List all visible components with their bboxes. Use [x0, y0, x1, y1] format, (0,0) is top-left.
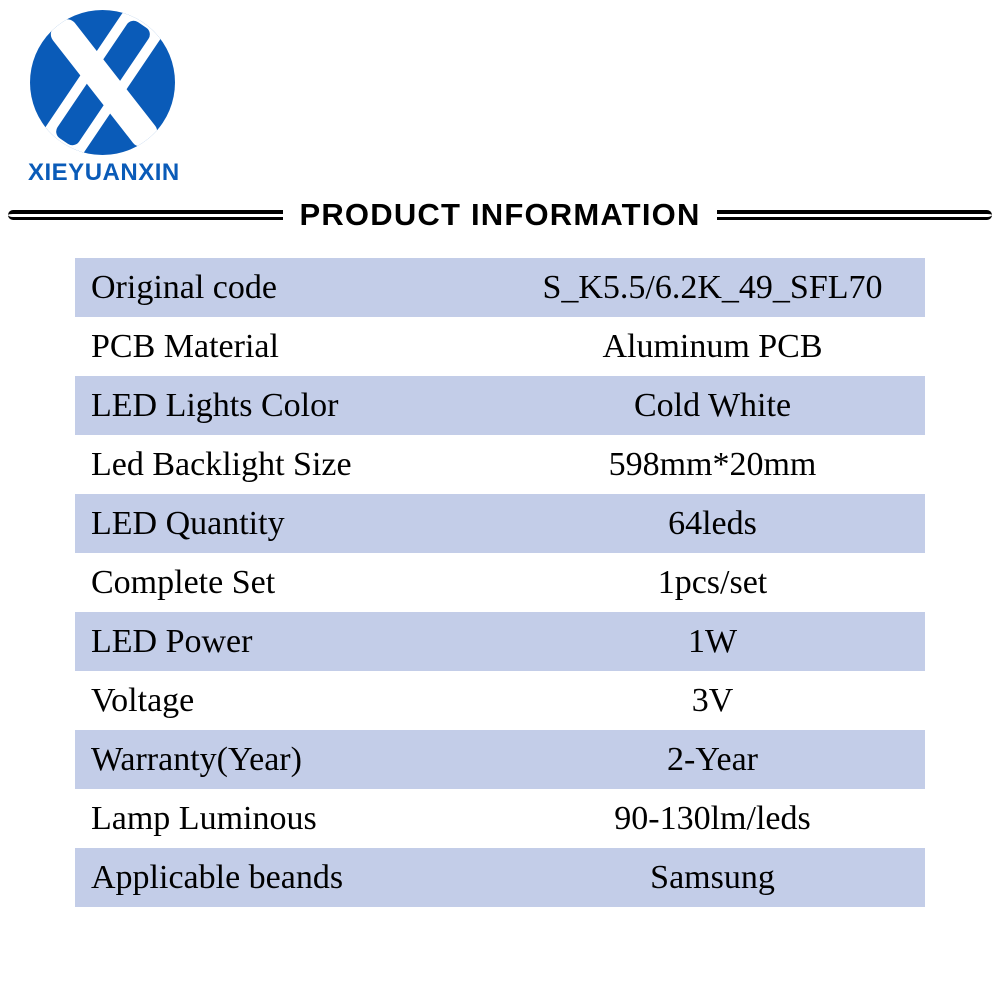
- spec-label: Voltage: [75, 671, 500, 730]
- table-row: Led Backlight Size598mm*20mm: [75, 435, 925, 494]
- spec-label: Applicable beands: [75, 848, 500, 907]
- spec-label: LED Quantity: [75, 494, 500, 553]
- spec-label: Original code: [75, 258, 500, 317]
- spec-label: Complete Set: [75, 553, 500, 612]
- section-header: PRODUCT INFORMATION: [0, 197, 1000, 233]
- section-title: PRODUCT INFORMATION: [283, 197, 716, 233]
- product-info-card: ✦ XIEYUANXIN PRODUCT INFORMATION Origina…: [0, 0, 1000, 1000]
- spec-label: LED Power: [75, 612, 500, 671]
- table-row: LED Quantity64leds: [75, 494, 925, 553]
- table-row: LED Power1W: [75, 612, 925, 671]
- spec-label: Warranty(Year): [75, 730, 500, 789]
- spec-table: Original codeS_K5.5/6.2K_49_SFL70PCB Mat…: [75, 258, 925, 907]
- brand-block: ✦ XIEYUANXIN: [0, 10, 1000, 187]
- spec-value: Cold White: [500, 376, 925, 435]
- table-row: Complete Set1pcs/set: [75, 553, 925, 612]
- table-row: Original codeS_K5.5/6.2K_49_SFL70: [75, 258, 925, 317]
- table-row: PCB MaterialAluminum PCB: [75, 317, 925, 376]
- brand-logo-icon: ✦: [30, 10, 175, 155]
- spec-label: LED Lights Color: [75, 376, 500, 435]
- spec-value: 2-Year: [500, 730, 925, 789]
- spec-value: 1W: [500, 612, 925, 671]
- table-row: Applicable beandsSamsung: [75, 848, 925, 907]
- spec-value: 3V: [500, 671, 925, 730]
- table-row: Voltage3V: [75, 671, 925, 730]
- table-row: LED Lights ColorCold White: [75, 376, 925, 435]
- table-row: Lamp Luminous90-130lm/leds: [75, 789, 925, 848]
- spec-value: Samsung: [500, 848, 925, 907]
- spec-value: 1pcs/set: [500, 553, 925, 612]
- spec-label: PCB Material: [75, 317, 500, 376]
- spec-value: S_K5.5/6.2K_49_SFL70: [500, 258, 925, 317]
- spec-label: Lamp Luminous: [75, 789, 500, 848]
- spec-value: Aluminum PCB: [500, 317, 925, 376]
- spec-value: 90-130lm/leds: [500, 789, 925, 848]
- spec-value: 598mm*20mm: [500, 435, 925, 494]
- spec-label: Led Backlight Size: [75, 435, 500, 494]
- table-row: Warranty(Year)2-Year: [75, 730, 925, 789]
- divider-right: [717, 210, 992, 220]
- spec-value: 64leds: [500, 494, 925, 553]
- divider-left: [8, 210, 283, 220]
- brand-name: XIEYUANXIN: [28, 159, 180, 187]
